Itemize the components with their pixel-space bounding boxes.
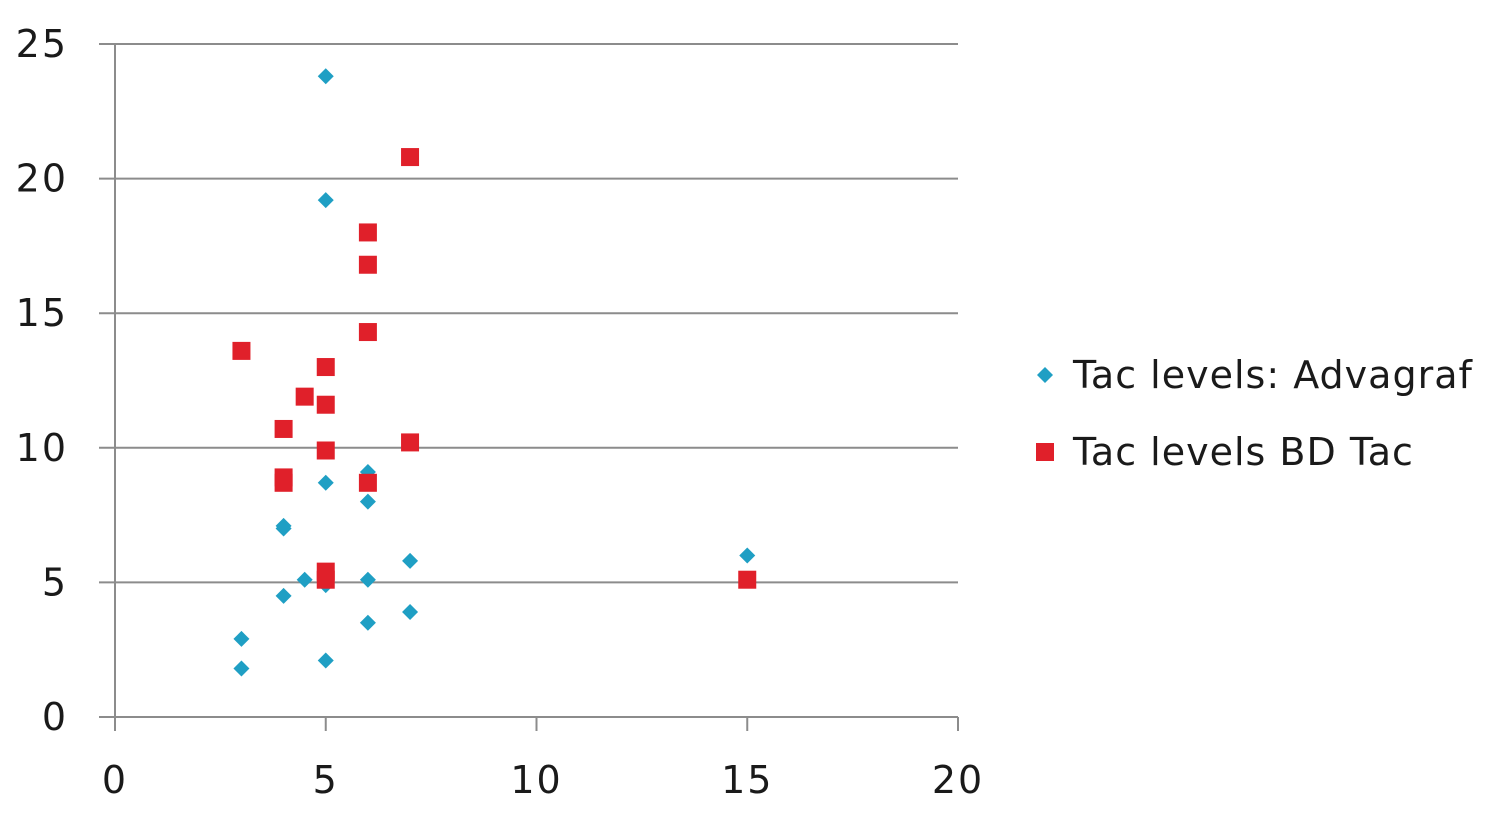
data-point-diamond bbox=[275, 587, 292, 604]
data-point-square bbox=[401, 433, 420, 452]
y-axis-tick-labels: 0 5 10 15 20 25 bbox=[16, 22, 68, 739]
legend-item-2: Tac levels BD Tac bbox=[1036, 430, 1414, 474]
series-2 bbox=[232, 148, 757, 589]
data-point-square bbox=[274, 419, 293, 438]
legend-label: Tac levels: Advagraf bbox=[1072, 353, 1473, 397]
x-tick-label: 5 bbox=[313, 758, 339, 802]
legend-label: Tac levels BD Tac bbox=[1072, 430, 1414, 474]
data-point-square bbox=[358, 255, 377, 274]
data-point-square bbox=[358, 473, 377, 492]
data-point-diamond bbox=[317, 474, 334, 491]
legend-marker-diamond bbox=[1037, 367, 1053, 383]
legend: Tac levels: Advagraf Tac levels BD Tac bbox=[1036, 353, 1473, 474]
x-tick-label: 20 bbox=[932, 758, 984, 802]
data-point-square bbox=[316, 441, 335, 460]
data-point-square bbox=[295, 387, 314, 406]
data-point-diamond bbox=[233, 660, 250, 677]
y-tick-label: 0 bbox=[42, 695, 68, 739]
data-point-diamond bbox=[359, 571, 376, 588]
data-point-diamond bbox=[317, 192, 334, 209]
series-1 bbox=[233, 68, 756, 677]
data-point-diamond bbox=[275, 520, 292, 537]
data-point-diamond bbox=[359, 614, 376, 631]
data-point-square bbox=[358, 323, 377, 342]
data-point-diamond bbox=[317, 68, 334, 85]
x-tick-label: 15 bbox=[721, 758, 773, 802]
legend-item-1: Tac levels: Advagraf bbox=[1037, 353, 1473, 397]
data-point-square bbox=[738, 570, 757, 589]
x-tick-label: 0 bbox=[102, 758, 128, 802]
data-point-diamond bbox=[317, 652, 334, 669]
data-point-diamond bbox=[296, 571, 313, 588]
data-point-diamond bbox=[402, 552, 419, 569]
legend-marker-square bbox=[1036, 443, 1054, 461]
data-point-square bbox=[316, 358, 335, 377]
data-point-diamond bbox=[359, 493, 376, 510]
y-tick-label: 5 bbox=[42, 560, 68, 604]
y-tick-label: 25 bbox=[16, 22, 68, 66]
data-point-square bbox=[316, 570, 335, 589]
data-point-diamond bbox=[739, 547, 756, 564]
data-point-square bbox=[232, 341, 251, 360]
data-point-square bbox=[316, 395, 335, 414]
y-tick-label: 20 bbox=[16, 157, 68, 201]
data-points bbox=[232, 68, 757, 677]
axes bbox=[99, 44, 959, 731]
y-tick-label: 10 bbox=[16, 426, 68, 470]
data-point-square bbox=[401, 148, 420, 167]
data-point-diamond bbox=[402, 604, 419, 621]
data-point-diamond bbox=[233, 630, 250, 647]
data-point-square bbox=[358, 223, 377, 242]
data-point-square bbox=[274, 473, 293, 492]
y-tick-label: 15 bbox=[16, 291, 68, 335]
gridlines bbox=[99, 43, 958, 584]
x-axis-tick-labels: 0 5 10 15 20 bbox=[102, 758, 984, 802]
x-tick-label: 10 bbox=[510, 758, 562, 802]
